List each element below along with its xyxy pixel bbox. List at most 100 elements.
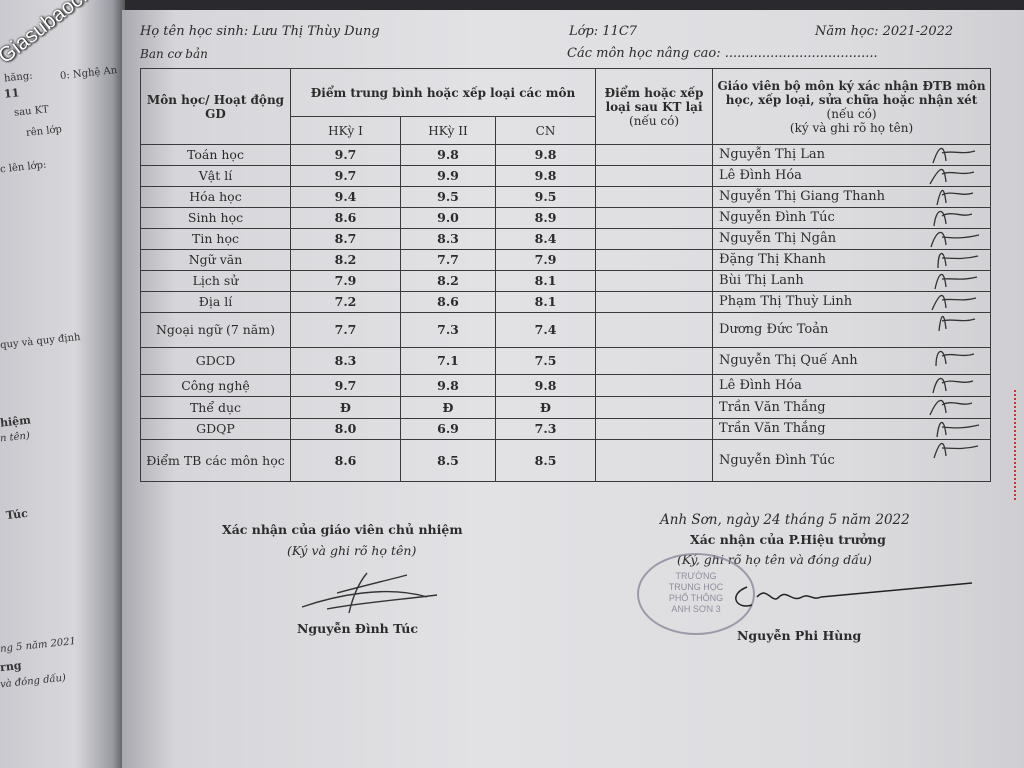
- table-row: Điểm TB các môn học 8.6 8.5 8.5 Nguyễn Đình …: [140, 439, 992, 482]
- teacher-signature: [936, 189, 974, 206]
- table-row: Ngữ văn 8.2 7.7 7.9 Đặng Thị Khanh: [140, 249, 992, 271]
- advanced-subjects: Các môn học nâng cao: ..................…: [567, 46, 878, 61]
- teacher-signature: [933, 210, 973, 227]
- teacher-cell: Nguyễn Đình Túc: [712, 439, 992, 482]
- teacher-cell: Nguyễn Thị Quế Anh: [712, 347, 992, 375]
- teacher-cell: Nguyễn Thị Giang Thanh: [712, 186, 992, 208]
- teacher-signature: [932, 377, 974, 394]
- hk2-cell: 7.7: [400, 249, 496, 271]
- hk2-cell: 7.3: [400, 312, 496, 348]
- teacher-cell: Nguyễn Đình Túc: [712, 207, 992, 229]
- hk2-cell: 9.0: [400, 207, 496, 229]
- teacher-cell: Lê Đình Hóa: [712, 374, 992, 397]
- hk2-cell: 9.9: [400, 165, 496, 187]
- principal-title: Xác nhận của P.Hiệu trưởng: [690, 532, 886, 547]
- hk1-cell: 9.7: [290, 165, 401, 187]
- school-year: Năm học: 2021-2022: [815, 24, 954, 39]
- cn-cell: 7.4: [494, 312, 597, 348]
- retest-cell: [595, 396, 714, 419]
- table-row: Ngoại ngữ (7 năm) 7.7 7.3 7.4 Dương Đức Toản: [140, 312, 992, 348]
- col-hk2: HKỳ II: [400, 116, 496, 145]
- subject-cell: GDQP: [140, 418, 291, 440]
- retest-cell: [595, 165, 714, 187]
- subject-cell: Công nghệ: [140, 374, 291, 397]
- hk2-cell: 9.8: [400, 144, 496, 166]
- table-row: Hóa học 9.4 9.5 9.5 Nguyễn Thị Giang Thanh: [140, 186, 992, 208]
- class-name: Lớp: 11C7: [569, 24, 638, 39]
- homeroom-signature: [301, 572, 438, 614]
- table-row: GDCD 8.3 7.1 7.5 Nguyễn Thị Quế Anh: [140, 347, 992, 375]
- hk2-cell: 8.3: [400, 228, 496, 250]
- school-stamp: TRƯỜNG TRUNG HỌC PHỔ THÔNG ANH SƠN 3: [637, 553, 755, 635]
- subject-cell: Địa lí: [140, 291, 291, 313]
- left-fragment: hiệm: [0, 413, 32, 430]
- hk1-cell: 8.3: [290, 347, 401, 375]
- left-fragment: n tên): [0, 430, 31, 445]
- table-row: GDQP 8.0 6.9 7.3 Trần Văn Thắng: [140, 418, 992, 440]
- cn-cell: 8.9: [494, 207, 597, 229]
- cn-cell: 9.5: [494, 186, 597, 208]
- table-row: Toán học 9.7 9.8 9.8 Nguyễn Thị Lan: [140, 144, 992, 166]
- cn-cell: 8.4: [494, 228, 597, 250]
- left-fragment: c lên lớp:: [0, 159, 47, 176]
- cn-cell: 9.8: [494, 374, 597, 397]
- table-row: Tin học 8.7 8.3 8.4 Nguyễn Thị Ngân: [140, 228, 992, 250]
- hk2-cell: 9.5: [400, 186, 496, 208]
- left-fragment: hăng:: [3, 70, 34, 85]
- left-fragment: Túc: [5, 506, 29, 523]
- teacher-signature: [929, 399, 973, 416]
- left-fragment: quy và quy định: [0, 331, 81, 352]
- teacher-signature: [935, 350, 975, 367]
- retest-cell: [595, 144, 714, 166]
- teacher-cell: Đặng Thị Khanh: [712, 249, 992, 271]
- teacher-signature: [933, 442, 979, 459]
- hk2-cell: 8.6: [400, 291, 496, 313]
- col-retest: Điểm hoặc xếp loại sau KT lại (nếu có): [595, 68, 714, 145]
- subject-cell: Hóa học: [140, 186, 291, 208]
- subject-cell: Toán học: [140, 144, 291, 166]
- hk2-cell: 9.8: [400, 374, 496, 397]
- teacher-cell: Trần Văn Thắng: [712, 396, 992, 419]
- teacher-signature: [934, 273, 978, 290]
- teacher-signature: [929, 168, 975, 185]
- left-fragment: rng: [0, 658, 23, 675]
- col-hk1: HKỳ I: [290, 116, 401, 145]
- hk1-cell: 7.7: [290, 312, 401, 348]
- teacher-cell: Trần Văn Thắng: [712, 418, 992, 440]
- hk1-cell: Đ: [290, 396, 401, 419]
- cn-cell: 9.8: [494, 165, 597, 187]
- subject-cell: Ngữ văn: [140, 249, 291, 271]
- hk1-cell: 8.2: [290, 249, 401, 271]
- col-average: Điểm trung bình hoặc xếp loại các môn: [289, 68, 597, 117]
- cn-cell: 8.5: [494, 439, 597, 482]
- report-page: Họ tên học sinh: Lưu Thị Thùy Dung Lớp: …: [122, 10, 1024, 768]
- left-fragment: 11: [3, 86, 20, 101]
- retest-cell: [595, 418, 714, 440]
- teacher-signature: [932, 147, 976, 164]
- table-row: Thể dục Đ Đ Đ Trần Văn Thắng: [140, 396, 992, 419]
- subject-cell: Sinh học: [140, 207, 291, 229]
- subject-cell: GDCD: [140, 347, 291, 375]
- cn-cell: 9.8: [494, 144, 597, 166]
- cn-cell: 8.1: [494, 270, 597, 292]
- table-row: Sinh học 8.6 9.0 8.9 Nguyễn Đình Túc: [140, 207, 992, 229]
- retest-cell: [595, 347, 714, 375]
- hk1-cell: 9.7: [290, 144, 401, 166]
- student-name: Họ tên học sinh: Lưu Thị Thùy Dung: [140, 24, 380, 39]
- hk1-cell: 8.6: [290, 207, 401, 229]
- subject-cell: Ngoại ngữ (7 năm): [140, 312, 291, 348]
- homeroom-note: (Ký và ghi rõ họ tên): [287, 543, 417, 558]
- hk1-cell: 7.9: [290, 270, 401, 292]
- col-subject: Môn học/ Hoạt động GD: [140, 68, 291, 145]
- left-fragment: rên lớp: [25, 124, 63, 139]
- retest-cell: [595, 270, 714, 292]
- teacher-signature: [936, 421, 980, 438]
- teacher-signature: [930, 231, 980, 248]
- retest-cell: [595, 312, 714, 348]
- col-teacher: Giáo viên bộ môn ký xác nhận ĐTB môn học…: [712, 68, 992, 145]
- hk2-cell: 8.5: [400, 439, 496, 482]
- left-page: 0: Nghệ An hăng: 11 sau KT rên lớp c lên…: [0, 0, 125, 768]
- subject-cell: Thể dục: [140, 396, 291, 419]
- hk2-cell: 6.9: [400, 418, 496, 440]
- left-fragment: 0: Nghệ An: [59, 65, 118, 82]
